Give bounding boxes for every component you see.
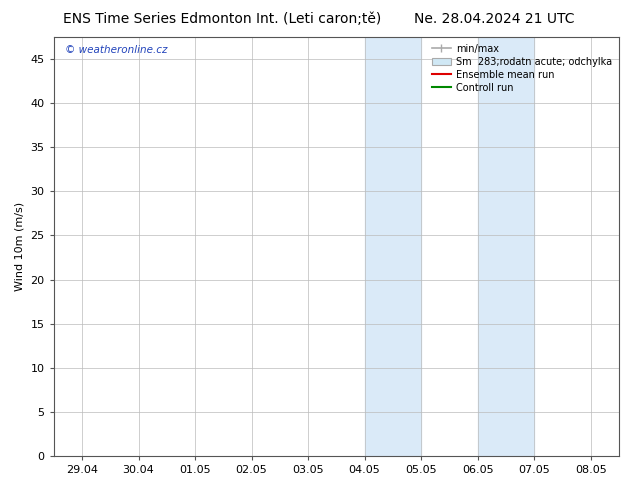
Legend: min/max, Sm  283;rodatn acute; odchylka, Ensemble mean run, Controll run: min/max, Sm 283;rodatn acute; odchylka, … (428, 40, 616, 97)
Bar (393, 37, 421, 456)
Text: Ne. 28.04.2024 21 UTC: Ne. 28.04.2024 21 UTC (414, 12, 575, 26)
Text: © weatheronline.cz: © weatheronline.cz (65, 46, 167, 55)
Text: ENS Time Series Edmonton Int. (Leti caron;tě): ENS Time Series Edmonton Int. (Leti caro… (63, 12, 381, 26)
Bar (477, 37, 506, 456)
Y-axis label: Wind 10m (m/s): Wind 10m (m/s) (15, 202, 25, 291)
Bar (365, 37, 393, 456)
Bar (506, 37, 534, 456)
